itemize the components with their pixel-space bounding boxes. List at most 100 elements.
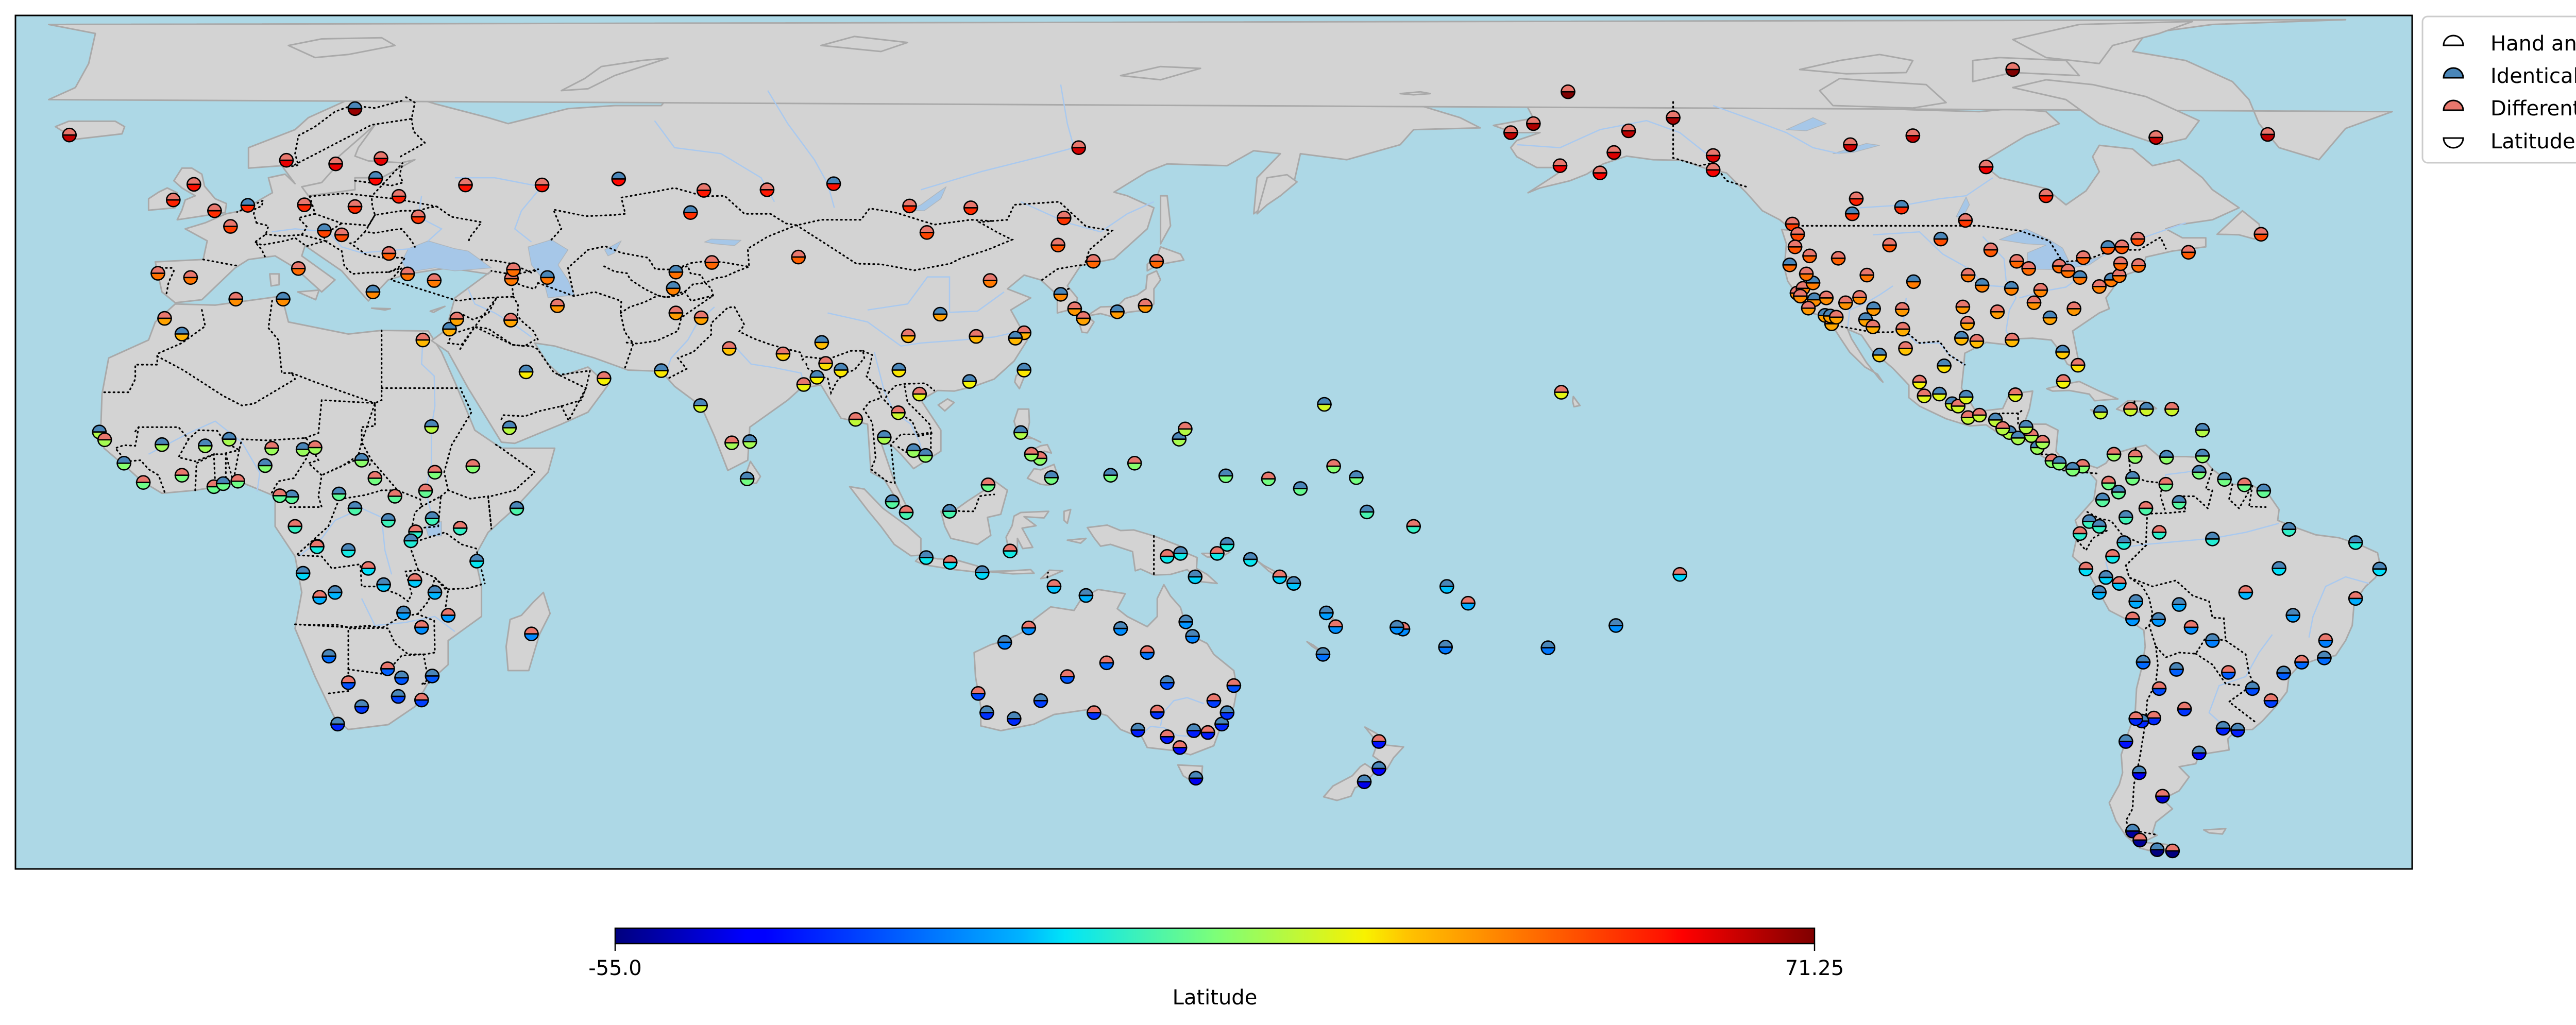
marker-bottom-half (1606, 151, 1621, 160)
marker-top-half (1799, 266, 1814, 275)
marker-bottom-half (2078, 568, 2094, 576)
marker-top-half (1561, 84, 1575, 93)
marker-different (1843, 137, 1858, 152)
marker-top-half (1838, 295, 1853, 304)
marker-top-half (1210, 546, 1225, 554)
marker-bottom-half (272, 495, 287, 503)
marker-different (2164, 402, 2179, 417)
marker-top-half (2146, 710, 2161, 719)
marker-top-half (157, 311, 172, 319)
marker-bottom-half (365, 291, 381, 300)
marker-top-half (354, 699, 369, 708)
marker-different (1046, 579, 1062, 594)
marker-top-half (2125, 471, 2140, 479)
marker-top-half (596, 371, 612, 380)
marker-top-half (334, 227, 349, 236)
marker-bottom-half (2192, 471, 2207, 480)
marker-different (1087, 705, 1101, 720)
marker-identical (1013, 425, 1028, 440)
marker-top-half (396, 605, 411, 614)
marker-top-half (222, 432, 237, 440)
marker-top-half (2245, 681, 2260, 690)
border-borneo-borders (944, 493, 995, 512)
marker-bottom-half (2130, 238, 2145, 247)
marker-bottom-half (2004, 287, 2019, 296)
marker-identical (809, 370, 825, 385)
marker-bottom-half (2217, 479, 2232, 487)
marker-bottom-half (826, 183, 841, 191)
marker-bottom-half (328, 163, 343, 172)
marker-different (1138, 298, 1153, 313)
marker-top-half (933, 306, 948, 315)
marker-bottom-half (2106, 453, 2122, 462)
marker-different (1705, 162, 1721, 178)
marker-bottom-half (2139, 408, 2154, 417)
marker-identical (1044, 470, 1059, 485)
marker-bottom-half (1006, 718, 1022, 726)
marker-bottom-half (775, 353, 791, 362)
marker-different (2105, 549, 2120, 564)
marker-top-half (1044, 470, 1059, 479)
marker-different (980, 477, 996, 492)
marker-top-half (1828, 310, 1844, 318)
marker-bottom-half (1315, 654, 1331, 662)
marker-different (2026, 295, 2042, 311)
marker-bottom-half (1172, 438, 1187, 447)
marker-bottom-half (942, 510, 957, 519)
marker-bottom-half (1293, 488, 1308, 496)
marker-bottom-half (396, 612, 411, 621)
marker-top-half (1540, 640, 1556, 648)
marker-identical (2131, 765, 2147, 780)
marker-top-half (327, 585, 343, 593)
border-spain-portugal (156, 267, 175, 298)
marker-different (791, 249, 806, 265)
marker-bottom-half (1272, 576, 1287, 585)
marker-identical (997, 635, 1012, 650)
marker-bottom-half (1503, 132, 1518, 140)
marker-bottom-half (1140, 652, 1155, 660)
border-paraguay-argentina (2195, 653, 2244, 687)
marker-bottom-half (327, 591, 343, 600)
marker-top-half (228, 292, 244, 300)
marker-identical (354, 699, 369, 714)
marker-identical (1078, 588, 1094, 603)
marker-top-half (1033, 693, 1048, 702)
marker-bottom-half (2230, 729, 2245, 738)
marker-identical (368, 170, 383, 186)
marker-identical (2052, 456, 2067, 471)
border-libya-egypt (361, 329, 383, 469)
marker-top-half (1995, 421, 2010, 430)
marker-top-half (365, 284, 381, 293)
marker-bottom-half (2131, 265, 2146, 273)
marker-bottom-half (341, 550, 356, 558)
marker-bottom-half (2092, 525, 2107, 534)
marker-top-half (2111, 485, 2126, 493)
marker-different (1606, 145, 1621, 160)
river-yukon (1516, 119, 1707, 155)
marker-bottom-half (442, 328, 457, 337)
marker-top-half (942, 555, 958, 563)
marker-bottom-half (683, 212, 698, 220)
marker-identical (933, 306, 948, 322)
marker-bottom-half (1866, 308, 1881, 316)
marker-top-half (1843, 137, 1858, 146)
marker-different (427, 465, 443, 480)
marker-top-half (1955, 299, 1971, 308)
marker-different (2177, 702, 2192, 716)
marker-bottom-half (1990, 311, 2005, 319)
marker-different (2125, 611, 2140, 626)
marker-bottom-half (381, 519, 396, 528)
river-dnieper (417, 195, 443, 242)
marker-different (524, 626, 539, 641)
marker-top-half (809, 370, 825, 378)
marker-top-half (1013, 425, 1028, 434)
marker-bottom-half (2005, 339, 2020, 348)
marker-bottom-half (1033, 700, 1048, 708)
marker-bottom-half (207, 210, 222, 218)
marker-different (1882, 237, 1897, 253)
legend-label: Identical (2490, 64, 2576, 88)
marker-different (2106, 447, 2122, 462)
marker-bottom-half (465, 465, 481, 474)
marker-top-half (693, 398, 708, 406)
marker-identical (2217, 472, 2232, 487)
